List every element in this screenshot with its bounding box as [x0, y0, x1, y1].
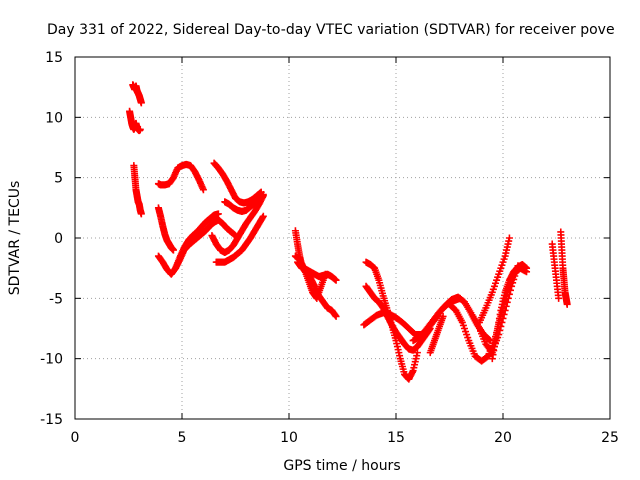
data-point	[199, 186, 207, 194]
data-point	[137, 210, 145, 218]
series-arc-10	[212, 212, 267, 266]
series-arc-1	[126, 107, 144, 135]
data-point	[169, 246, 177, 254]
chart-title: Day 331 of 2022, Sidereal Day-to-day VTE…	[47, 22, 615, 38]
series-arc-3	[130, 162, 145, 218]
data-point	[259, 191, 267, 199]
data-point	[555, 294, 563, 302]
x-tick-label: 15	[387, 430, 405, 446]
y-tick-label: -15	[40, 412, 63, 428]
series-arc-2	[129, 81, 145, 107]
data-point	[137, 99, 145, 107]
data-point	[259, 212, 267, 220]
y-tick-label: 0	[54, 231, 63, 247]
series-arc-24	[548, 240, 563, 302]
series-arc-25	[557, 228, 571, 308]
axis-ticks: 0 5 10 15 20 25 -15 -10 -5 0 5 10 15	[40, 50, 619, 446]
series-arc-19	[426, 312, 447, 357]
data-point	[563, 300, 571, 308]
series-arc-7	[172, 216, 239, 272]
data-point	[321, 270, 329, 278]
data-point	[332, 312, 340, 320]
x-tick-label: 20	[494, 430, 512, 446]
grid-lines	[75, 57, 610, 419]
x-tick-label: 25	[601, 430, 619, 446]
series-arc-11	[221, 191, 267, 215]
data-point	[439, 312, 447, 320]
series-arc-5	[154, 204, 177, 254]
plot-frame	[74, 56, 611, 420]
y-axis-label: SDTVAR / TECUs	[7, 181, 23, 296]
series-arc-4	[154, 160, 207, 194]
x-tick-label: 10	[280, 430, 298, 446]
y-tick-label: 10	[45, 110, 63, 126]
x-tick-label: 5	[178, 430, 187, 446]
data-point	[505, 234, 513, 242]
y-tick-label: -10	[40, 352, 63, 368]
data-point	[214, 210, 222, 218]
data-point	[332, 276, 340, 284]
data-points	[126, 81, 571, 383]
data-point	[505, 290, 513, 298]
x-tick-label: 0	[71, 430, 80, 446]
data-point	[502, 302, 510, 310]
y-tick-label: 15	[45, 50, 63, 66]
y-tick-label: -5	[49, 291, 63, 307]
x-axis-label: GPS time / hours	[283, 458, 400, 474]
data-point	[136, 125, 144, 133]
series-arc-22	[475, 234, 513, 326]
data-point	[523, 264, 531, 272]
series-arc-14	[291, 252, 329, 302]
series-arc-23	[488, 261, 531, 363]
data-point	[503, 298, 511, 306]
y-tick-label: 5	[54, 171, 63, 187]
